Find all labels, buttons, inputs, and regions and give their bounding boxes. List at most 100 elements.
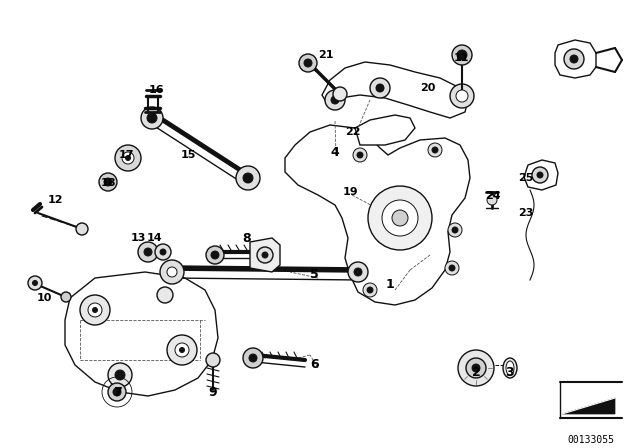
- Circle shape: [80, 295, 110, 325]
- Text: 4: 4: [331, 146, 339, 159]
- Circle shape: [257, 247, 273, 263]
- Polygon shape: [250, 238, 280, 272]
- Circle shape: [367, 287, 373, 293]
- Ellipse shape: [506, 361, 514, 375]
- Circle shape: [325, 90, 345, 110]
- Circle shape: [445, 261, 459, 275]
- Circle shape: [138, 242, 158, 262]
- Text: 00133055: 00133055: [568, 435, 614, 445]
- Circle shape: [452, 227, 458, 233]
- Circle shape: [243, 348, 263, 368]
- Circle shape: [368, 186, 432, 250]
- Ellipse shape: [503, 358, 517, 378]
- Circle shape: [262, 252, 268, 258]
- Polygon shape: [65, 272, 218, 396]
- Text: 18: 18: [100, 178, 116, 188]
- Circle shape: [147, 113, 157, 123]
- Circle shape: [157, 287, 173, 303]
- Polygon shape: [322, 62, 468, 118]
- Text: 14: 14: [147, 233, 163, 243]
- Circle shape: [357, 152, 363, 158]
- Text: 8: 8: [243, 232, 252, 245]
- Circle shape: [115, 370, 125, 380]
- Circle shape: [93, 307, 97, 313]
- Circle shape: [76, 223, 88, 235]
- Circle shape: [537, 172, 543, 178]
- Text: 5: 5: [310, 268, 318, 281]
- Text: 2: 2: [472, 366, 481, 379]
- Circle shape: [392, 210, 408, 226]
- Circle shape: [466, 358, 486, 378]
- Text: 6: 6: [310, 358, 319, 371]
- Circle shape: [428, 143, 442, 157]
- Text: 25: 25: [518, 173, 534, 183]
- Circle shape: [167, 267, 177, 277]
- Circle shape: [125, 155, 131, 160]
- Text: 24: 24: [485, 191, 501, 201]
- Circle shape: [108, 383, 126, 401]
- Circle shape: [141, 107, 163, 129]
- Text: 13: 13: [131, 233, 146, 243]
- Text: 23: 23: [518, 208, 534, 218]
- Circle shape: [104, 178, 112, 186]
- Text: 21: 21: [318, 50, 333, 60]
- Text: 11: 11: [453, 53, 468, 63]
- Polygon shape: [555, 40, 596, 78]
- Circle shape: [348, 262, 368, 282]
- Circle shape: [28, 276, 42, 290]
- Circle shape: [432, 147, 438, 153]
- Circle shape: [115, 145, 141, 171]
- Circle shape: [211, 251, 219, 259]
- Circle shape: [456, 90, 468, 102]
- Circle shape: [243, 173, 253, 183]
- Polygon shape: [285, 125, 470, 305]
- Circle shape: [160, 249, 166, 255]
- Circle shape: [564, 49, 584, 69]
- Polygon shape: [355, 115, 415, 145]
- Circle shape: [331, 96, 339, 104]
- Circle shape: [144, 248, 152, 256]
- Circle shape: [99, 173, 117, 191]
- Circle shape: [160, 260, 184, 284]
- Text: 1: 1: [386, 279, 394, 292]
- Circle shape: [167, 335, 197, 365]
- Circle shape: [108, 363, 132, 387]
- Text: 15: 15: [180, 150, 196, 160]
- Circle shape: [179, 348, 184, 353]
- Text: 10: 10: [36, 293, 52, 303]
- Circle shape: [448, 223, 462, 237]
- Text: 20: 20: [420, 83, 436, 93]
- Text: 16: 16: [148, 85, 164, 95]
- Text: 22: 22: [345, 127, 361, 137]
- Circle shape: [155, 244, 171, 260]
- Circle shape: [570, 55, 578, 63]
- Circle shape: [299, 54, 317, 72]
- Circle shape: [532, 167, 548, 183]
- Circle shape: [382, 200, 418, 236]
- Polygon shape: [562, 398, 615, 414]
- Circle shape: [33, 280, 38, 285]
- Circle shape: [487, 195, 497, 205]
- Circle shape: [206, 353, 220, 367]
- Text: 3: 3: [506, 366, 515, 379]
- Circle shape: [333, 87, 347, 101]
- Polygon shape: [524, 160, 558, 190]
- Circle shape: [122, 152, 134, 164]
- Text: 9: 9: [209, 387, 218, 400]
- Circle shape: [472, 364, 480, 372]
- Text: 7: 7: [114, 387, 122, 400]
- Circle shape: [457, 50, 467, 60]
- Circle shape: [249, 354, 257, 362]
- Circle shape: [370, 78, 390, 98]
- Circle shape: [450, 84, 474, 108]
- Text: 12: 12: [47, 195, 63, 205]
- Circle shape: [206, 246, 224, 264]
- Circle shape: [458, 350, 494, 386]
- Circle shape: [304, 59, 312, 67]
- Circle shape: [175, 343, 189, 357]
- Circle shape: [452, 45, 472, 65]
- Circle shape: [113, 388, 121, 396]
- Circle shape: [449, 265, 455, 271]
- Circle shape: [236, 166, 260, 190]
- Circle shape: [354, 268, 362, 276]
